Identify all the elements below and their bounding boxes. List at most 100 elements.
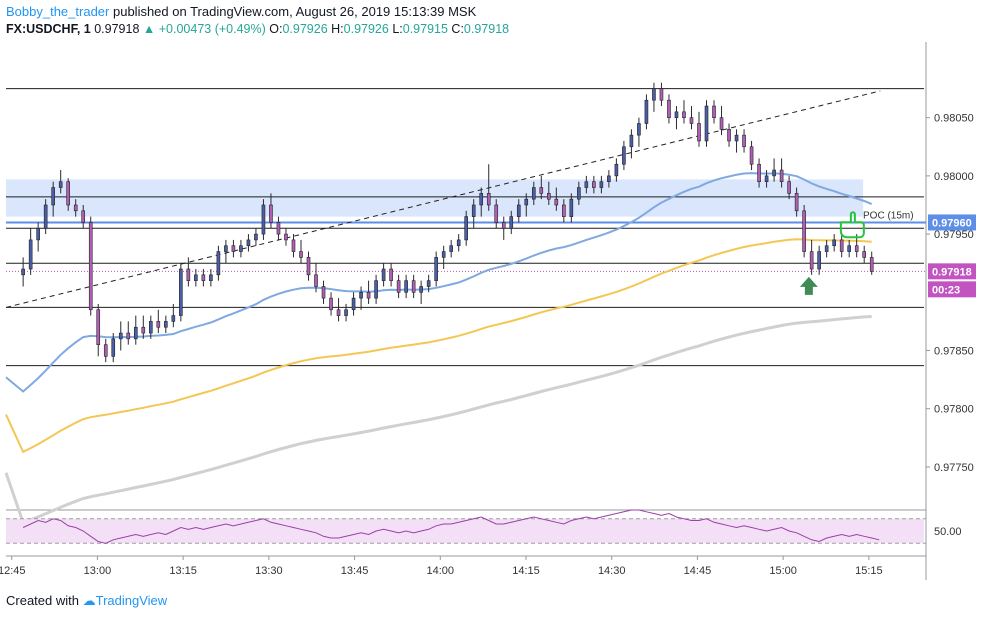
candle-body: [299, 251, 303, 258]
candle-body: [449, 245, 453, 252]
candle-body: [509, 216, 514, 229]
trendline: [5, 90, 881, 308]
candle-body: [261, 204, 266, 235]
close-label: C:: [451, 22, 464, 36]
candle-body: [231, 245, 236, 252]
candle-body: [637, 123, 641, 136]
candle-body: [644, 99, 649, 124]
candle-body: [622, 146, 626, 165]
candle-body: [366, 291, 371, 299]
candle-body: [719, 117, 724, 130]
candle-body: [404, 280, 408, 293]
x-tick-label: 15:00: [769, 565, 797, 577]
candle-body: [216, 251, 221, 276]
countdown-tag-bg: [928, 281, 976, 298]
candle-body: [419, 286, 423, 293]
candle-body: [133, 326, 138, 340]
candle-body: [396, 280, 401, 293]
rsi-level-label: 50.00: [934, 526, 962, 538]
candle-body: [269, 204, 273, 223]
candle-body: [607, 175, 611, 183]
candle-body: [321, 286, 326, 299]
candle-body: [126, 332, 131, 340]
candle-body: [479, 193, 484, 206]
candle-body: [524, 198, 529, 206]
candle-body: [351, 297, 356, 311]
candle-body: [58, 181, 63, 188]
low-value: 0.97915: [402, 22, 448, 36]
candle-body: [411, 280, 416, 293]
candle-body: [141, 326, 146, 334]
candle-body: [344, 309, 348, 316]
candle-body: [847, 245, 851, 252]
candle-body: [36, 227, 40, 241]
y-tick-label: 0.98050: [934, 113, 974, 125]
candle-body: [194, 274, 198, 281]
candle-body: [547, 193, 551, 200]
tradingview-brand[interactable]: TradingView: [95, 593, 168, 608]
rsi-line: [22, 509, 880, 544]
pointing-hand-icon: [839, 211, 865, 239]
candle-body: [569, 198, 574, 217]
x-tick-label: 15:15: [855, 565, 883, 577]
candle-body: [727, 129, 731, 142]
ma-200-line: [4, 315, 872, 525]
candle-body: [802, 210, 806, 252]
candle-body: [659, 88, 664, 101]
candle-body: [209, 274, 213, 281]
candle-body: [779, 169, 784, 183]
candle-body: [224, 245, 228, 252]
candle-body: [314, 274, 318, 287]
candle-body: [577, 187, 581, 200]
candle-body: [88, 222, 93, 311]
candle-body: [494, 204, 499, 223]
candle-body: [697, 123, 701, 142]
candle-body: [456, 239, 461, 247]
candle-body: [434, 257, 438, 281]
candle-body: [51, 187, 55, 206]
up-arrow-icon: [799, 276, 818, 295]
poc-label: POC (15m): [863, 210, 914, 221]
candle-body: [464, 216, 469, 241]
candle-body: [149, 321, 153, 334]
candle-body: [667, 99, 671, 118]
candle-body: [554, 198, 559, 206]
x-tick-label: 14:30: [598, 565, 626, 577]
high-label: H:: [331, 22, 344, 36]
candle-body: [652, 88, 656, 101]
y-tick-label: 0.97950: [934, 229, 974, 241]
author-name[interactable]: Bobby_the_trader: [6, 4, 110, 19]
x-tick-label: 14:15: [512, 565, 540, 577]
candle-body: [43, 204, 48, 229]
current-price-tag: 0.97918: [932, 266, 972, 278]
x-tick-label: 12:45: [0, 565, 25, 577]
candle-body: [817, 251, 821, 270]
price-change: +0.00473 (+0.49%): [158, 22, 266, 36]
last-price: 0.97918: [94, 22, 140, 36]
candle-body: [201, 274, 206, 281]
candle-body: [531, 187, 536, 200]
candle-body: [471, 204, 476, 217]
candle-body: [306, 257, 311, 276]
candle-body: [862, 251, 867, 258]
candle-body: [674, 111, 679, 118]
candle-body: [501, 222, 506, 229]
candle-body: [28, 239, 33, 270]
candle-body: [21, 268, 25, 276]
publish-text: published on TradingView.com, August 26,…: [112, 4, 477, 19]
up-arrow-icon: ▲: [142, 22, 156, 36]
candle-body: [704, 105, 709, 142]
poc-price-tag-bg: [928, 214, 976, 231]
candle-body: [276, 222, 281, 235]
ma-100-line: [5, 238, 872, 454]
created-with-text: Created with: [6, 593, 79, 608]
symbol-name[interactable]: FX:USDCHF, 1: [6, 22, 91, 36]
candle-body: [629, 134, 634, 148]
candle-body: [757, 163, 761, 183]
candle-body: [869, 257, 874, 272]
candle-body: [389, 268, 393, 281]
candle-body: [374, 280, 378, 299]
poc-price-tag: 0.97960: [932, 217, 972, 229]
open-label: O:: [269, 22, 283, 36]
